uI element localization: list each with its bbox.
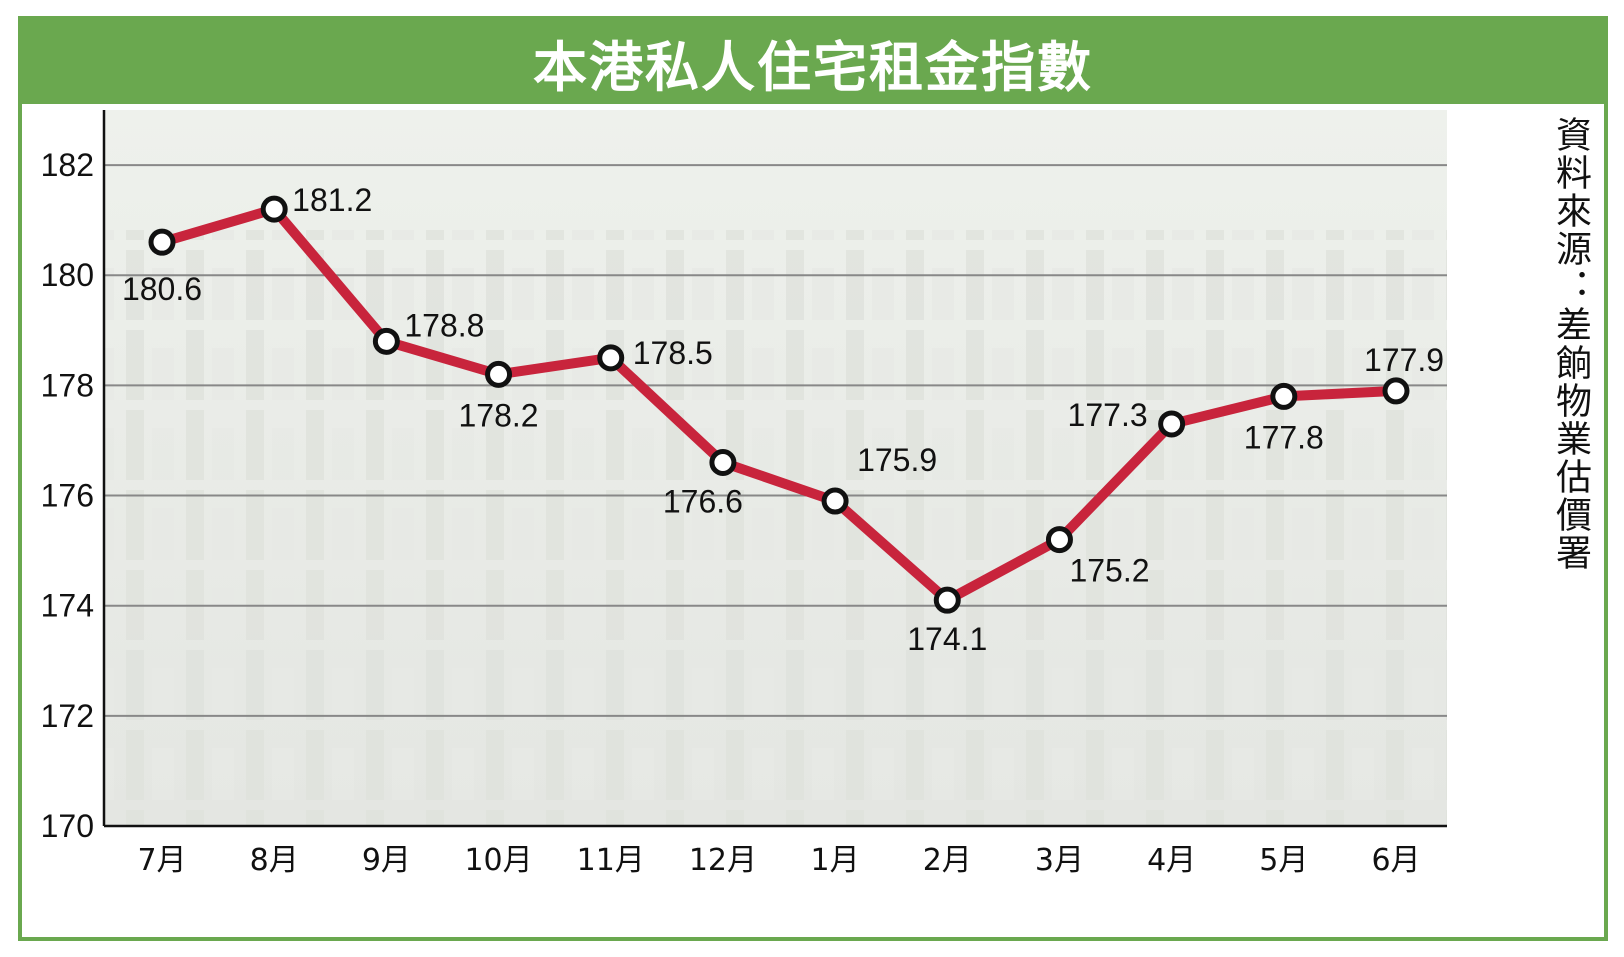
data-label: 175.9	[857, 442, 937, 478]
y-tick-label: 174	[41, 588, 94, 624]
data-point	[148, 228, 176, 256]
data-point	[821, 487, 849, 515]
data-point	[1045, 526, 1073, 554]
x-tick-label: 2月	[923, 843, 972, 878]
x-tick-label: 8月	[250, 843, 299, 878]
data-point	[1270, 382, 1298, 410]
y-tick-label: 176	[41, 478, 94, 514]
y-tick-label: 170	[41, 808, 94, 844]
axes	[102, 110, 1447, 828]
data-label: 178.8	[404, 307, 484, 343]
x-tick-label: 9月	[362, 843, 411, 878]
y-tick-label: 178	[41, 367, 94, 403]
data-label: 176.6	[663, 483, 743, 519]
data-label: 174.1	[907, 621, 987, 657]
y-tick-labels: 170 172 174 176 178 180 182	[41, 147, 94, 844]
x-tick-label: 10月	[464, 843, 532, 878]
data-label: 177.9	[1364, 342, 1444, 378]
x-tick-label: 3月	[1035, 843, 1084, 878]
x-tick-label: 1月	[811, 843, 860, 878]
x-tick-labels: 7月 8月 9月 10月 11月 12月 1月 2月 3月 4月 5月 6月	[137, 843, 1420, 878]
data-label: 175.2	[1069, 553, 1149, 589]
data-label: 177.8	[1244, 419, 1324, 455]
y-tick-label: 182	[41, 147, 94, 183]
chart-title: 本港私人住宅租金指數	[533, 35, 1093, 99]
data-point	[260, 195, 288, 223]
background-texture	[104, 230, 1447, 826]
x-tick-label: 11月	[577, 843, 645, 878]
data-point	[709, 448, 737, 476]
data-point	[597, 344, 625, 372]
x-tick-label: 12月	[689, 843, 757, 878]
data-point	[372, 327, 400, 355]
data-point	[485, 360, 513, 388]
x-tick-label: 6月	[1371, 843, 1420, 878]
data-label: 177.3	[1068, 397, 1148, 433]
data-labels: 180.6 181.2 178.8 178.2 178.5 176.6 175.9 174.1…	[122, 182, 1444, 657]
y-tick-label: 172	[41, 698, 94, 734]
data-label: 180.6	[122, 271, 202, 307]
series-line-path	[157, 204, 1401, 606]
data-point	[1382, 377, 1410, 405]
data-label: 181.2	[292, 182, 372, 218]
title-bar: 本港私人住宅租金指數	[22, 20, 1604, 104]
data-point	[1158, 410, 1186, 438]
series-line	[157, 204, 1401, 606]
x-tick-label: 7月	[137, 843, 186, 878]
data-label: 178.5	[633, 335, 713, 371]
x-tick-label: 5月	[1259, 843, 1308, 878]
data-label: 178.2	[459, 397, 539, 433]
data-point	[933, 586, 961, 614]
y-tick-label: 180	[41, 257, 94, 293]
x-tick-label: 4月	[1147, 843, 1196, 878]
plot-background	[104, 110, 1447, 826]
data-points	[148, 195, 1410, 614]
source-note: 資料來源：差餉物業估價署	[1550, 116, 1591, 572]
